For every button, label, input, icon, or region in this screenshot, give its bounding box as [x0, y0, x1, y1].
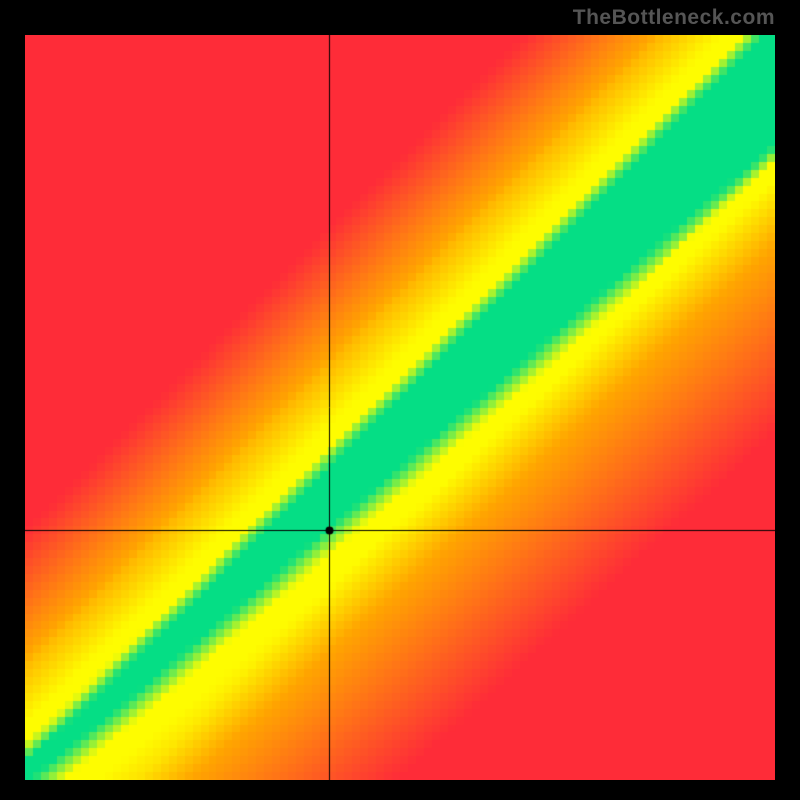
watermark-text: TheBottleneck.com [573, 6, 775, 30]
bottleneck-heatmap [25, 35, 775, 780]
chart-container: TheBottleneck.com [0, 0, 800, 800]
